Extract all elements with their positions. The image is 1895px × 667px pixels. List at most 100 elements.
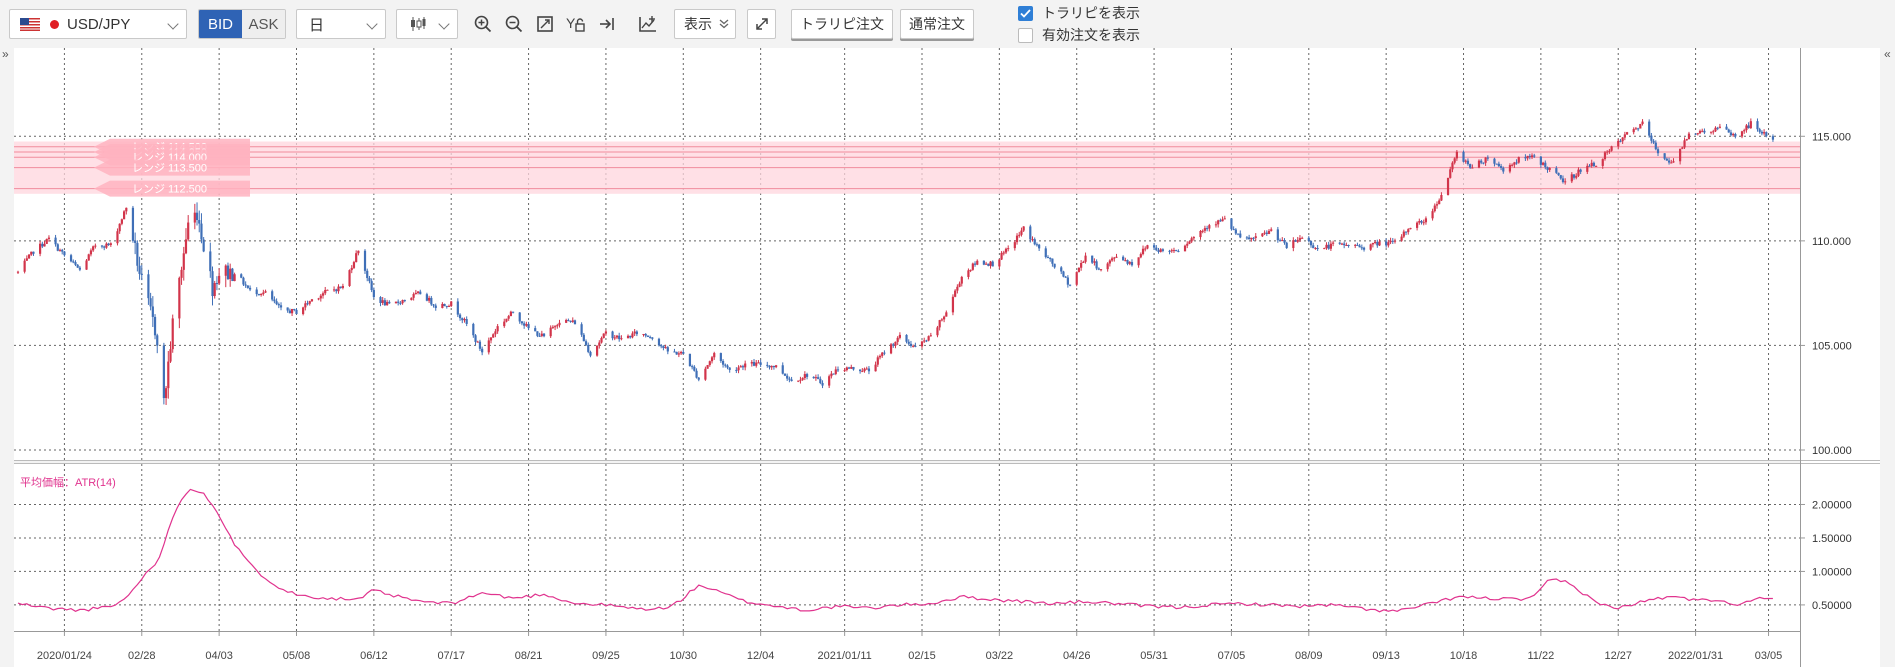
candle-body [1077, 267, 1081, 273]
candle-body [633, 331, 636, 334]
ask-button[interactable]: ASK [242, 10, 285, 38]
candle-body [372, 290, 375, 298]
candle-body [1508, 165, 1512, 172]
candle-body [1128, 262, 1131, 264]
scroll-to-latest-button[interactable] [593, 10, 621, 38]
candle-body [472, 323, 475, 336]
grid-lines [14, 48, 1800, 631]
x-tick-label: 07/05 [1218, 650, 1246, 662]
checkmark-icon [1020, 8, 1031, 18]
show-trarip-checkbox[interactable] [1018, 5, 1033, 21]
candle-body [63, 251, 66, 256]
candle-body [231, 268, 234, 282]
candle-body [1325, 244, 1328, 249]
candle-body [1051, 258, 1054, 264]
candle-body [414, 292, 417, 295]
zoom-out-button[interactable] [500, 10, 528, 38]
chart-type-select[interactable] [396, 9, 458, 39]
zoom-in-button[interactable] [469, 10, 497, 38]
candle-body [1681, 147, 1684, 149]
fit-screen-button[interactable] [531, 10, 559, 38]
display-select[interactable]: 表示 [674, 9, 736, 39]
zoom-in-icon [474, 15, 492, 33]
candle-body [598, 342, 601, 346]
candle-body [1374, 241, 1377, 243]
candle-body [257, 294, 261, 296]
candle-body [310, 299, 314, 302]
candle-body [1435, 204, 1439, 206]
candle-body [821, 382, 824, 386]
candle-body [752, 362, 756, 366]
trarip-order-button[interactable]: トラリピ注文 [791, 9, 893, 39]
candle-body [1557, 172, 1560, 176]
candle-body [1038, 244, 1041, 249]
candle-body [1524, 157, 1527, 159]
candle-body [649, 336, 652, 338]
expand-right-panel-button[interactable]: « [1884, 47, 1891, 61]
add-indicator-button[interactable] [634, 10, 662, 38]
expand-left-panel-button[interactable]: » [2, 47, 9, 61]
candle-body [538, 335, 541, 337]
show-active-orders-toggle[interactable]: 有効注文を表示 [1018, 26, 1140, 44]
candle-body [1652, 140, 1655, 143]
candle-body [1245, 237, 1249, 239]
candle-body [425, 294, 428, 301]
candle-body [487, 340, 490, 353]
candle-body [337, 286, 340, 292]
candle-body [76, 264, 79, 268]
candle-body [1097, 268, 1100, 270]
candle-body [456, 301, 459, 315]
double-chevron-down-icon [719, 19, 729, 29]
candle-body [1541, 162, 1545, 165]
candle-body [1407, 229, 1410, 233]
bid-button[interactable]: BID [199, 10, 242, 38]
candle-body [1013, 242, 1016, 249]
candle-body [1091, 255, 1094, 263]
candle-body [967, 270, 970, 277]
candle-body [509, 311, 512, 317]
atr-title: 平均価幅：ATR(14) [20, 476, 116, 489]
candle-body [940, 319, 943, 321]
candle-body [187, 222, 190, 240]
candle-body [1002, 252, 1005, 254]
normal-order-button[interactable]: 通常注文 [900, 9, 974, 39]
candle-body [1126, 260, 1129, 264]
fit-screen-icon [537, 16, 553, 32]
candle-body [85, 260, 88, 270]
price-plot-background [14, 48, 1800, 460]
candle-body [87, 254, 90, 261]
range-order-tag-shape [94, 159, 250, 176]
symbol-select[interactable]: USD/JPY [9, 9, 187, 39]
candle-body [768, 365, 771, 368]
candle-body [352, 262, 356, 268]
candle-body [1670, 162, 1673, 164]
candle-body [943, 316, 946, 320]
candle-body [1082, 261, 1085, 263]
candle-body [1049, 258, 1052, 260]
candle-body [971, 263, 974, 270]
candle-body [134, 240, 137, 243]
candle-body [1446, 177, 1450, 195]
market-status-dot [50, 19, 59, 29]
period-select[interactable]: 日 [296, 9, 386, 39]
candle-body [861, 371, 864, 373]
show-active-orders-checkbox[interactable] [1018, 27, 1033, 43]
candle-body [540, 333, 543, 336]
y-axis-lock-button[interactable]: Y [562, 10, 590, 38]
atr-y-axis-ticks: 0.50000 1.00000 1.50000 2.00000 [1800, 499, 1852, 612]
candle-body [350, 267, 353, 271]
candle-body [1625, 132, 1629, 135]
candle-body [445, 305, 448, 307]
candle-body [1376, 241, 1379, 246]
candle-body [428, 297, 431, 301]
range-orders [14, 141, 1800, 194]
candle-body [1250, 237, 1253, 240]
fullscreen-button[interactable] [747, 9, 776, 39]
candle-body [1453, 158, 1456, 163]
candle-body [615, 335, 619, 338]
candle-body [834, 369, 837, 374]
show-trarip-toggle[interactable]: トラリピを表示 [1018, 4, 1140, 22]
candle-body [1698, 130, 1702, 134]
candle-body [898, 334, 901, 338]
